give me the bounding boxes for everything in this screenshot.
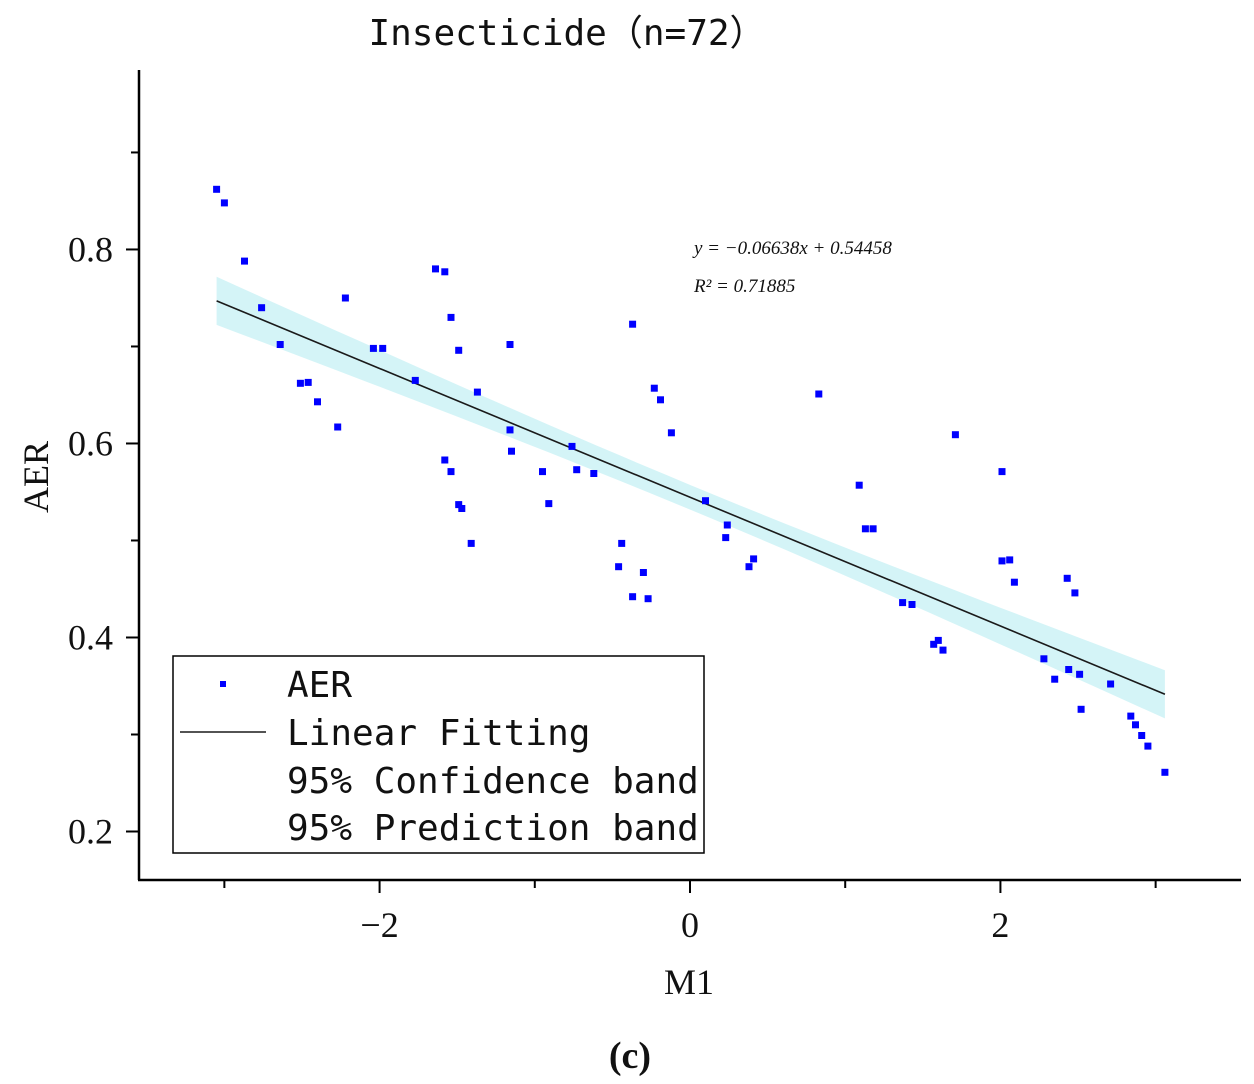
data-point-55 xyxy=(951,431,959,439)
data-point-57 xyxy=(998,557,1006,565)
data-point-30 xyxy=(573,466,581,474)
data-point-5 xyxy=(276,341,284,348)
data-point-1 xyxy=(213,185,221,193)
data-point-53 xyxy=(934,636,942,644)
legend-entry-fit: Linear Fitting xyxy=(287,713,590,754)
legend-entry-confidence: 95% Confidence band xyxy=(287,761,699,802)
data-point-54 xyxy=(939,646,947,654)
data-point-39 xyxy=(657,396,664,404)
data-point-36 xyxy=(639,569,647,576)
data-point-66 xyxy=(1077,705,1085,713)
data-point-21 xyxy=(458,505,466,512)
data-point-19 xyxy=(447,468,455,476)
data-point-60 xyxy=(1040,655,1048,663)
data-point-28 xyxy=(545,500,553,508)
data-point-47 xyxy=(855,481,863,489)
data-point-72 xyxy=(1161,768,1169,776)
data-point-41 xyxy=(702,497,709,505)
x-tick-label: 0 xyxy=(681,905,699,945)
data-point-50 xyxy=(899,599,907,607)
legend-box xyxy=(172,655,705,854)
y-axis-label: AER xyxy=(16,441,56,513)
data-point-34 xyxy=(629,320,637,328)
data-points-layer xyxy=(213,185,1169,776)
r-squared: R² = 0.71885 xyxy=(693,276,795,297)
data-point-20 xyxy=(455,501,463,509)
data-point-12 xyxy=(379,344,387,352)
x-axis-label: M1 xyxy=(664,962,714,1002)
data-point-56 xyxy=(998,468,1006,476)
data-point-10 xyxy=(341,294,349,302)
fit-equation: y = −0.06638x + 0.54458 xyxy=(692,238,892,259)
data-point-18 xyxy=(441,456,449,464)
data-point-69 xyxy=(1132,721,1139,729)
data-point-25 xyxy=(506,426,514,434)
data-point-29 xyxy=(568,442,576,450)
y-tick-label: 0.4 xyxy=(68,617,113,657)
data-point-46 xyxy=(815,390,823,398)
data-point-45 xyxy=(750,555,758,563)
data-point-70 xyxy=(1138,732,1146,739)
data-point-62 xyxy=(1063,574,1071,582)
fit-line-layer xyxy=(216,300,1166,696)
data-point-23 xyxy=(473,388,481,396)
data-point-67 xyxy=(1107,680,1115,688)
ticks-layer: 0.2 0.4 0.6 0.8 −2 0 2 xyxy=(68,151,1157,945)
data-point-49 xyxy=(869,525,877,533)
data-point-8 xyxy=(314,398,321,406)
figure-caption: (c) xyxy=(609,1035,651,1077)
data-point-14 xyxy=(432,265,439,273)
data-point-2 xyxy=(220,199,228,207)
data-point-17 xyxy=(455,346,463,354)
legend-entry-aer: AER xyxy=(287,665,352,706)
data-point-31 xyxy=(590,470,598,477)
data-point-7 xyxy=(304,378,312,386)
data-point-16 xyxy=(447,313,455,321)
data-point-59 xyxy=(1010,578,1018,586)
data-point-71 xyxy=(1144,742,1152,750)
data-point-3 xyxy=(241,257,248,265)
data-point-68 xyxy=(1127,712,1135,720)
chart-title: Insecticide（n=72） xyxy=(368,13,765,54)
data-point-32 xyxy=(615,563,623,571)
data-point-63 xyxy=(1065,666,1073,673)
data-point-13 xyxy=(411,376,419,384)
data-point-35 xyxy=(629,593,637,601)
data-point-15 xyxy=(441,268,449,276)
data-point-61 xyxy=(1051,675,1059,683)
y-tick-label: 0.2 xyxy=(68,811,113,851)
data-point-48 xyxy=(861,525,869,533)
legend-entry-prediction: 95% Prediction band xyxy=(287,808,699,849)
data-point-9 xyxy=(334,423,342,431)
data-point-42 xyxy=(722,534,730,542)
data-point-43 xyxy=(723,521,731,529)
data-point-24 xyxy=(506,341,514,348)
data-point-51 xyxy=(908,601,916,608)
data-point-11 xyxy=(369,344,377,352)
x-tick-label: 2 xyxy=(991,905,1009,945)
data-point-44 xyxy=(745,563,753,571)
data-point-38 xyxy=(650,384,658,392)
data-point-22 xyxy=(467,539,475,547)
data-point-37 xyxy=(644,595,652,603)
data-point-52 xyxy=(930,640,938,648)
y-tick-label: 0.6 xyxy=(68,423,113,463)
data-point-58 xyxy=(1006,556,1014,564)
data-point-40 xyxy=(667,429,675,437)
data-point-6 xyxy=(296,379,304,387)
data-point-26 xyxy=(508,447,515,455)
data-point-65 xyxy=(1076,670,1084,678)
data-point-4 xyxy=(258,304,266,312)
data-point-64 xyxy=(1071,589,1079,597)
linear-fit-line xyxy=(216,300,1166,696)
legend-marker-aer xyxy=(220,681,226,687)
y-tick-label: 0.8 xyxy=(68,229,113,269)
data-point-33 xyxy=(618,539,626,547)
data-point-27 xyxy=(539,468,546,476)
x-tick-label: −2 xyxy=(360,905,398,945)
legend: AER Linear Fitting 95% Confidence band 9… xyxy=(172,655,705,854)
